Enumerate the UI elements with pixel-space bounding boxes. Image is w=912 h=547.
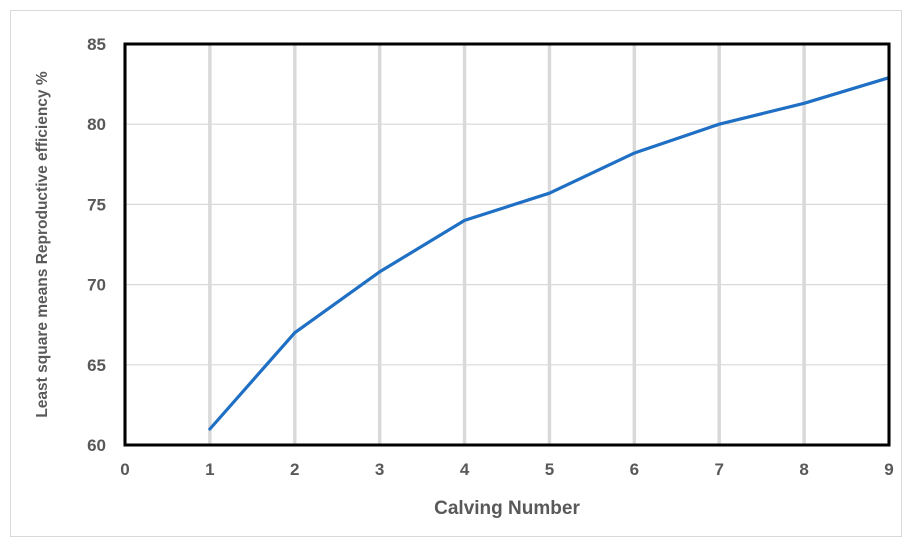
x-tick-label: 1 [205,460,214,479]
x-tick-label: 0 [120,460,129,479]
x-tick-label: 4 [460,460,470,479]
y-tick-label: 60 [87,436,106,455]
x-tick-label: 6 [630,460,639,479]
x-tick-label: 9 [884,460,893,479]
y-tick-label: 80 [87,115,106,134]
y-axis-title: Least square means Reproductive efficien… [34,71,51,418]
x-tick-label: 8 [799,460,808,479]
x-tick-label: 5 [545,460,554,479]
tick-labels: 0 1 2 3 4 5 6 7 8 9 60 65 70 75 80 85 [87,35,894,479]
x-tick-label: 3 [375,460,384,479]
plot-area-border [123,42,891,447]
y-tick-label: 75 [87,195,106,214]
x-tick-label: 7 [714,460,723,479]
y-tick-label: 70 [87,276,106,295]
x-axis-title: Calving Number [434,498,580,519]
series-layer [208,76,891,431]
chart-frame [10,10,902,537]
x-tick-label: 2 [290,460,299,479]
grid-layer [123,43,891,446]
y-tick-label: 85 [87,35,106,54]
y-tick-label: 65 [87,356,106,375]
